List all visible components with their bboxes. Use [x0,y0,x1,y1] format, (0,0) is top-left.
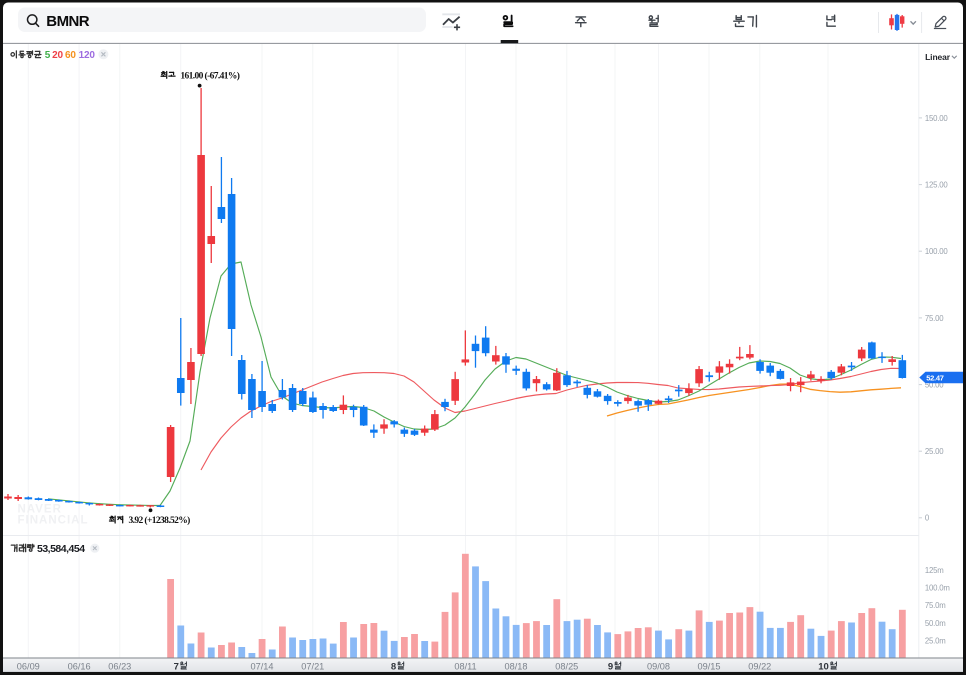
svg-text:09/15: 09/15 [698,661,721,671]
svg-text:120: 120 [79,50,96,61]
svg-text:Linear: Linear [925,52,951,62]
svg-text:7: 7 [174,661,179,672]
svg-text:08/25: 08/25 [555,661,578,671]
svg-text:10: 10 [818,661,829,672]
svg-text:9: 9 [608,661,613,672]
svg-text:25.0m: 25.0m [925,636,946,645]
svg-text:75.0m: 75.0m [925,601,946,610]
svg-text:25.00: 25.00 [925,447,944,456]
svg-text:100.00: 100.00 [925,247,949,256]
svg-text:60: 60 [65,50,76,61]
svg-text:52.47: 52.47 [926,373,943,382]
svg-text:FINANCIAL: FINANCIAL [18,515,89,527]
svg-text:08/11: 08/11 [454,661,476,671]
svg-text:06/09: 06/09 [17,661,40,671]
svg-text:75.00: 75.00 [925,314,944,323]
svg-text:3.92 (+1238.52%): 3.92 (+1238.52%) [129,515,191,526]
svg-text:08/18: 08/18 [505,661,528,671]
svg-text:07/21: 07/21 [301,661,324,671]
svg-text:0: 0 [925,514,930,523]
svg-text:06/16: 06/16 [68,661,91,671]
svg-text:09/08: 09/08 [647,661,670,671]
svg-text:5: 5 [45,50,51,61]
svg-text:161.00 (-67.41%): 161.00 (-67.41%) [180,70,239,81]
svg-text:20: 20 [52,50,63,61]
svg-text:150.00: 150.00 [925,114,949,123]
svg-text:8: 8 [391,661,396,672]
svg-text:50.0m: 50.0m [925,619,946,628]
svg-text:50.00: 50.00 [925,381,944,390]
svg-text:09/22: 09/22 [748,661,771,671]
svg-text:06/23: 06/23 [108,661,131,671]
svg-text:BMNR: BMNR [46,13,90,30]
svg-text:125.00: 125.00 [925,181,949,190]
svg-text:53,584,454: 53,584,454 [37,543,85,555]
svg-text:07/14: 07/14 [251,661,274,671]
svg-text:125m: 125m [925,566,944,575]
svg-text:100.0m: 100.0m [925,584,950,593]
svg-text:NAVER: NAVER [18,504,62,516]
